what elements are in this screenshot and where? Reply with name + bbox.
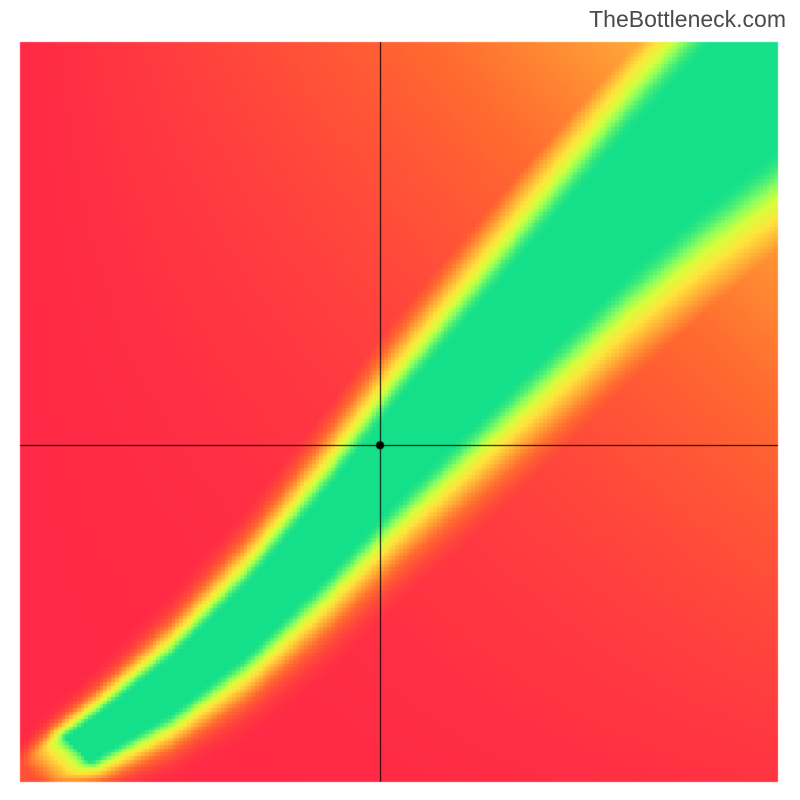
attribution-label: TheBottleneck.com [589, 6, 786, 33]
bottleneck-heatmap [0, 0, 800, 800]
chart-container: { "attribution": "TheBottleneck.com", "c… [0, 0, 800, 800]
